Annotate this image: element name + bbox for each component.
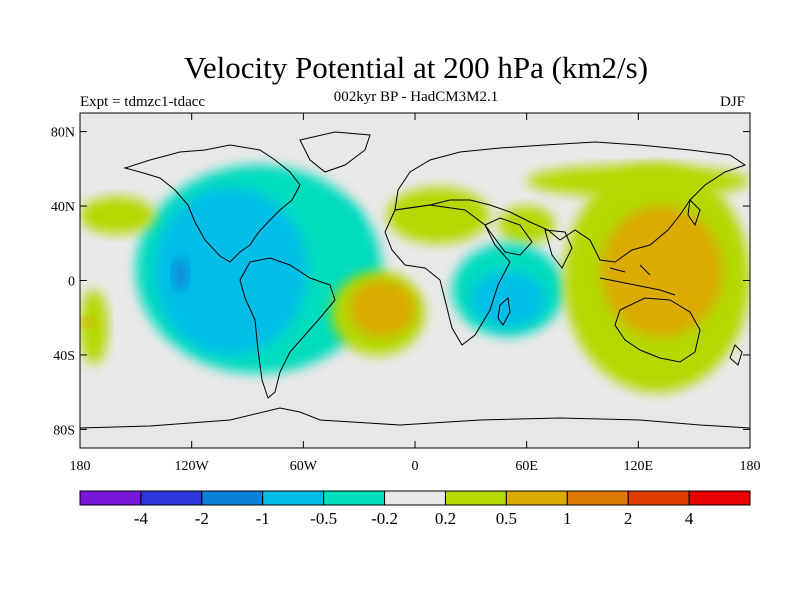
colorbar-label: -2 [195, 509, 209, 528]
field-region-blue-negative-east-pacific [154, 187, 308, 355]
field-region-deep-negative-spot-east-pacific [173, 258, 188, 290]
x-tick-label: 120W [175, 459, 210, 474]
field-region-orange-positive-maritime-continent [601, 206, 723, 337]
colorbar-swatch [505, 490, 568, 506]
y-tick-label: 40N [51, 200, 75, 215]
colorbar-swatch [79, 490, 142, 506]
coastline-madagascar [497, 297, 511, 326]
colorbar-label: -1 [256, 509, 270, 528]
field-region-orange-positive-south-pacific-spot [80, 317, 95, 328]
coastline-south-america [239, 257, 336, 399]
colorbar-swatch [384, 490, 446, 506]
colorbar-label: -0.5 [310, 509, 337, 528]
map-subtitle: 002kyr BP - HadCM3M2.1 [333, 89, 499, 105]
field-region-green-positive-north-pacific [80, 196, 155, 234]
x-tick-label: 120E [624, 459, 654, 474]
x-tick-label: 60E [515, 459, 538, 474]
colorbar-swatch [262, 490, 325, 506]
coastline-greenland [299, 131, 371, 173]
colorbar-swatch [688, 490, 751, 506]
colorbar-swatch [323, 490, 386, 506]
colorbar-swatch [201, 490, 264, 506]
colorbar-swatch [627, 490, 690, 506]
colorbar-label: 2 [624, 509, 633, 528]
coastline-africa [384, 204, 511, 346]
coastline-north-america [123, 144, 301, 263]
colorbar-label: 4 [685, 509, 694, 528]
field-region-green-positive-north-atlantic-arctic [526, 165, 750, 197]
y-tick-label: 80N [51, 126, 75, 141]
contour-field [80, 165, 750, 393]
colorbar-label: 0.5 [496, 509, 517, 528]
coastlines [80, 131, 750, 429]
colorbar-label: -0.2 [371, 509, 398, 528]
colorbar-swatch [140, 490, 203, 506]
coastline-japan [687, 198, 701, 227]
field-region-cyan-negative-west-atlantic-mid [321, 206, 360, 244]
colorbar: -4 -2 -1 -0.5 -0.2 0.2 0.5 1 2 4 [79, 490, 751, 528]
coastline-new-zealand [729, 344, 743, 366]
coastline-eurasia [394, 141, 747, 263]
field-region-green-positive-north-africa-europe [387, 187, 490, 244]
field-region-orange-positive-south-atlantic [349, 280, 415, 337]
coastline-india [544, 229, 573, 269]
x-tick-label: 60W [290, 459, 318, 474]
colorbar-label: 1 [563, 509, 572, 528]
y-tick-label: 0 [68, 275, 75, 290]
field-region-green-positive-arabia [498, 206, 555, 244]
map-axes: 180 120W 60W 0 60E 120E 180 80N 40N 0 40S 80S [51, 113, 761, 474]
map-title: Velocity Potential at 200 hPa (km2/s) [183, 50, 649, 85]
coastline-arabia [484, 217, 533, 256]
x-tick-label: 180 [740, 459, 761, 474]
field-region-green-positive-south-pacific-edge [80, 289, 108, 365]
x-tick-label: 0 [412, 459, 419, 474]
colorbar-label: -4 [134, 509, 149, 528]
y-tick-label: 80S [53, 423, 75, 438]
coastline-indonesia [599, 264, 676, 296]
colorbar-label: 0.2 [435, 509, 456, 528]
x-tick-label: 180 [70, 459, 91, 474]
y-tick-label: 40S [53, 349, 75, 364]
colorbar-swatch [566, 490, 629, 506]
coastline-australia [614, 297, 701, 363]
coastline-antarctica [80, 407, 750, 429]
colorbar-swatch [444, 490, 507, 506]
experiment-label: Expt = tdmzc1-tdacc [80, 94, 206, 110]
season-label: DJF [720, 94, 746, 110]
